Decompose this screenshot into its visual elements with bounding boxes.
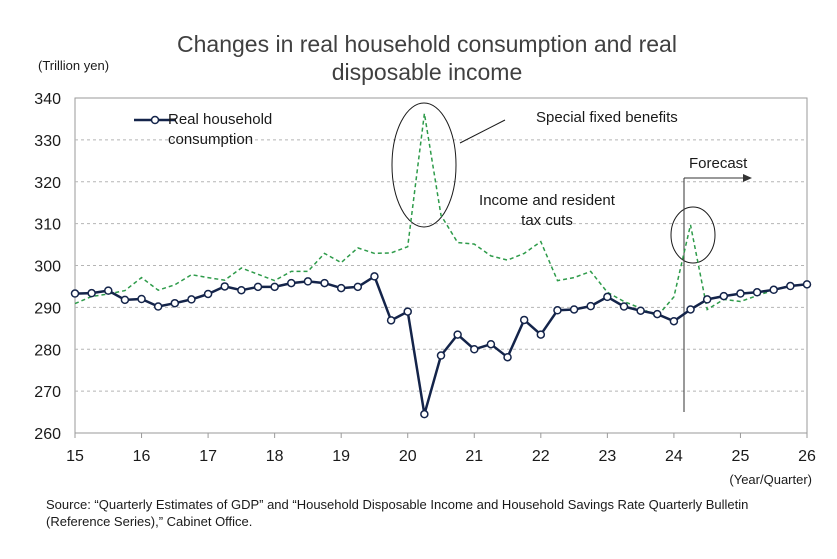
y-tick-label: 270	[34, 384, 61, 401]
consumption-point	[669, 316, 679, 326]
consumption-point	[237, 285, 246, 295]
x-tick-label: 26	[798, 448, 816, 465]
consumption-point	[569, 305, 579, 314]
y-tick-label: 290	[34, 300, 61, 317]
consumption-point	[370, 272, 379, 281]
consumption-point	[719, 291, 729, 301]
consumption-point	[336, 283, 346, 293]
consumption-point	[153, 302, 163, 311]
chart-title-line-2: disposable income	[332, 59, 523, 85]
consumption-point	[137, 294, 146, 304]
legend-label-line-1: Real household	[168, 111, 272, 128]
consumption-point	[470, 345, 479, 354]
consumption-point	[170, 298, 180, 308]
consumption-point	[636, 306, 645, 315]
x-tick-label: 15	[66, 448, 84, 465]
consumption-point	[303, 277, 313, 286]
special-benefits-label: Special fixed benefits	[536, 109, 678, 126]
consumption-point	[104, 286, 113, 295]
y-tick-label: 260	[34, 426, 61, 443]
consumption-point	[553, 306, 562, 315]
legend-label-line-2: consumption	[168, 131, 253, 148]
consumption-point	[786, 281, 795, 291]
gridlines	[75, 139, 807, 392]
consumption-point	[220, 282, 229, 291]
tax-cuts-label-line-1: Income and resident	[479, 192, 616, 209]
tax-cuts-label-line-2: tax cuts	[521, 212, 573, 229]
legend-consumption-marker	[150, 115, 160, 125]
x-tick-label: 21	[465, 448, 483, 465]
income-series-line	[74, 113, 808, 318]
consumption-point	[386, 316, 396, 325]
x-axis-unit-label: (Year/Quarter)	[729, 472, 812, 487]
consumption-point	[653, 309, 662, 319]
consumption-point	[702, 295, 712, 304]
x-tick-label: 20	[399, 448, 417, 465]
special-benefits-ellipse	[391, 102, 457, 228]
line-chart: Changes in real household consumption an…	[34, 31, 816, 487]
x-tick-label: 24	[665, 448, 683, 465]
forecast-label: Forecast	[689, 155, 748, 172]
consumption-point	[603, 292, 612, 302]
x-tick-label: 25	[732, 448, 750, 465]
consumption-point	[453, 330, 462, 339]
tax-cuts-ellipse	[670, 206, 716, 264]
consumption-point	[87, 288, 96, 298]
x-tick-label: 18	[266, 448, 284, 465]
consumption-point	[519, 315, 529, 325]
consumption-point	[320, 278, 329, 288]
x-tick-labels: 15 16 17 18 19 20 21 22 23 24 25 26	[66, 433, 816, 465]
series-group	[70, 113, 812, 419]
consumption-point	[736, 289, 745, 298]
consumption-point	[187, 295, 196, 304]
y-tick-labels: 260 270 280 290 300 310 320 330 340	[34, 91, 61, 443]
chart-title-line-1: Changes in real household consumption an…	[177, 31, 677, 57]
consumption-point	[503, 352, 512, 362]
y-tick-label: 300	[34, 259, 61, 276]
consumption-point	[253, 282, 263, 292]
consumption-point	[686, 305, 695, 314]
y-tick-label: 340	[34, 91, 61, 108]
consumption-series-line	[74, 275, 808, 416]
y-tick-label: 310	[34, 217, 61, 234]
consumption-point	[70, 289, 80, 298]
consumption-point	[287, 278, 296, 288]
consumption-point	[619, 302, 629, 311]
special-benefits-pointer	[459, 119, 506, 144]
x-tick-label: 23	[598, 448, 616, 465]
source-note: Source: “Quarterly Estimates of GDP” and…	[46, 497, 749, 529]
consumption-point	[536, 330, 546, 339]
y-tick-label: 280	[34, 342, 61, 359]
consumption-point	[486, 339, 496, 349]
consumption-point	[203, 289, 213, 299]
consumption-point	[769, 285, 778, 295]
consumption-point	[353, 282, 363, 292]
consumption-point	[120, 295, 130, 305]
consumption-point	[802, 280, 812, 289]
forecast-arrow-head	[743, 174, 752, 182]
x-tick-label: 16	[133, 448, 151, 465]
consumption-point	[403, 307, 412, 316]
consumption-point	[436, 351, 446, 360]
x-tick-label: 19	[332, 448, 350, 465]
y-tick-label: 330	[34, 133, 61, 150]
y-tick-label: 320	[34, 175, 61, 192]
consumption-point	[586, 301, 595, 311]
x-tick-label: 17	[199, 448, 217, 465]
x-tick-label: 22	[532, 448, 550, 465]
consumption-point	[420, 409, 429, 419]
consumption-point	[752, 288, 762, 297]
y-axis-unit-label: (Trillion yen)	[38, 58, 109, 73]
consumption-point	[270, 282, 279, 292]
